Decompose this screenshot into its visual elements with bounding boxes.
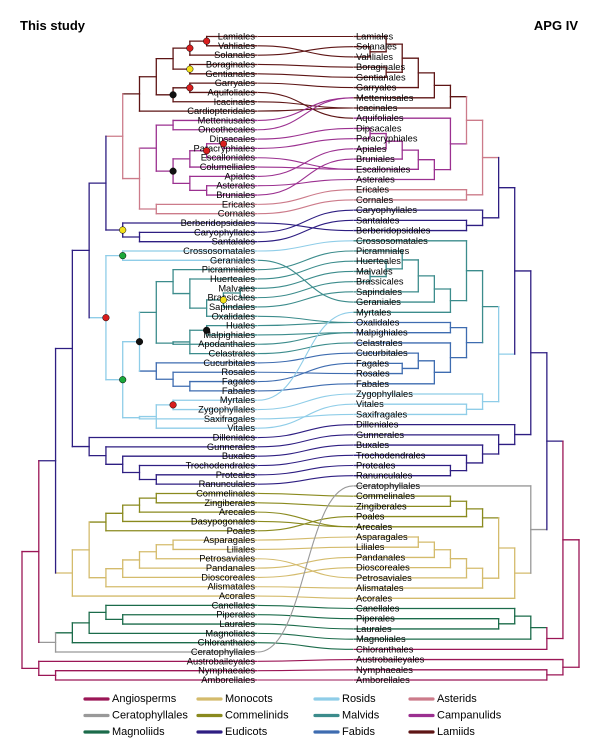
svg-text:Huerteales: Huerteales xyxy=(356,256,401,266)
svg-text:Pandanales: Pandanales xyxy=(356,552,405,562)
svg-text:Chloranthales: Chloranthales xyxy=(356,644,414,654)
svg-text:Fabales: Fabales xyxy=(356,379,389,389)
svg-text:Ceratophyllales: Ceratophyllales xyxy=(112,710,188,722)
svg-text:Zingiberales: Zingiberales xyxy=(356,501,407,511)
svg-text:Rosids: Rosids xyxy=(342,693,376,705)
svg-text:Rosales: Rosales xyxy=(356,369,390,379)
svg-text:Acorales: Acorales xyxy=(356,593,393,603)
svg-text:Lamiales: Lamiales xyxy=(356,31,394,41)
svg-text:Santalales: Santalales xyxy=(356,215,400,225)
svg-text:Asterales: Asterales xyxy=(356,174,395,184)
svg-text:Malpighiales: Malpighiales xyxy=(356,328,408,338)
svg-text:Asterids: Asterids xyxy=(437,693,477,705)
svg-text:Dioscoreales: Dioscoreales xyxy=(356,563,410,573)
svg-text:Dipsacales: Dipsacales xyxy=(356,123,402,133)
svg-text:Geraniales: Geraniales xyxy=(356,297,401,307)
svg-text:Solanales: Solanales xyxy=(356,42,397,52)
svg-text:Fagales: Fagales xyxy=(356,358,389,368)
svg-text:Monocots: Monocots xyxy=(225,693,273,705)
svg-text:Angiosperms: Angiosperms xyxy=(112,693,177,705)
svg-text:Petrosaviales: Petrosaviales xyxy=(356,573,412,583)
svg-text:Dilleniales: Dilleniales xyxy=(356,420,399,430)
svg-text:Cucurbitales: Cucurbitales xyxy=(356,348,408,358)
svg-text:Magnoliids: Magnoliids xyxy=(112,726,165,738)
svg-text:Austrobaileyales: Austrobaileyales xyxy=(356,655,425,665)
svg-text:Nymphaeales: Nymphaeales xyxy=(356,665,413,675)
svg-text:Paracryphiales: Paracryphiales xyxy=(356,134,418,144)
svg-text:Campanulids: Campanulids xyxy=(437,710,502,722)
svg-text:Ceratophyllales: Ceratophyllales xyxy=(356,481,420,491)
svg-text:Alismatales: Alismatales xyxy=(356,583,404,593)
svg-text:Buxales: Buxales xyxy=(356,440,389,450)
svg-text:Trochodendrales: Trochodendrales xyxy=(356,450,426,460)
svg-text:Escalloniales: Escalloniales xyxy=(356,164,411,174)
svg-text:Ericales: Ericales xyxy=(356,185,389,195)
svg-text:Lamiids: Lamiids xyxy=(437,726,475,738)
svg-text:Gentianales: Gentianales xyxy=(356,72,406,82)
svg-text:Poales: Poales xyxy=(356,512,385,522)
svg-text:Commelinids: Commelinids xyxy=(225,710,289,722)
svg-text:Metteniusales: Metteniusales xyxy=(356,93,414,103)
svg-text:Picramniales: Picramniales xyxy=(356,246,410,256)
svg-text:Garryales: Garryales xyxy=(356,83,397,93)
svg-text:Myrtales: Myrtales xyxy=(356,307,391,317)
svg-text:Icacinales: Icacinales xyxy=(356,103,398,113)
svg-text:This study: This study xyxy=(20,18,86,33)
svg-text:Oxalidales: Oxalidales xyxy=(356,317,400,327)
svg-text:Fabids: Fabids xyxy=(342,726,376,738)
svg-text:Arecales: Arecales xyxy=(356,522,393,532)
svg-text:Ranunculales: Ranunculales xyxy=(356,471,413,481)
svg-text:Canellales: Canellales xyxy=(356,603,400,613)
svg-text:Proteales: Proteales xyxy=(356,460,396,470)
svg-text:Sapindales: Sapindales xyxy=(356,287,402,297)
svg-text:Malvids: Malvids xyxy=(342,710,380,722)
svg-text:Zygophyllales: Zygophyllales xyxy=(356,389,413,399)
svg-text:Piperales: Piperales xyxy=(356,614,395,624)
svg-text:Laurales: Laurales xyxy=(356,624,392,634)
svg-text:Brassicales: Brassicales xyxy=(356,277,404,287)
svg-text:Asparagales: Asparagales xyxy=(356,532,408,542)
svg-text:Liliales: Liliales xyxy=(356,542,385,552)
svg-text:Vahliales: Vahliales xyxy=(356,52,393,62)
svg-text:Apiales: Apiales xyxy=(356,144,387,154)
svg-text:Boraginales: Boraginales xyxy=(356,62,405,72)
svg-text:Bruniales: Bruniales xyxy=(356,154,395,164)
svg-text:Vitales: Vitales xyxy=(356,399,384,409)
svg-text:Amborellales: Amborellales xyxy=(356,675,410,685)
svg-text:Saxifragales: Saxifragales xyxy=(356,409,408,419)
svg-text:Caryophyllales: Caryophyllales xyxy=(356,205,417,215)
svg-text:Magnoliales: Magnoliales xyxy=(356,634,406,644)
svg-text:Commelinales: Commelinales xyxy=(356,491,415,501)
svg-text:Malvales: Malvales xyxy=(356,266,393,276)
svg-text:Berberidopsidales: Berberidopsidales xyxy=(356,226,431,236)
svg-text:Gunnerales: Gunnerales xyxy=(356,430,404,440)
svg-text:Crossosomatales: Crossosomatales xyxy=(356,236,428,246)
svg-text:Cornales: Cornales xyxy=(356,195,394,205)
svg-text:APG IV: APG IV xyxy=(534,18,578,33)
svg-text:Aquifoliales: Aquifoliales xyxy=(356,113,404,123)
svg-text:Eudicots: Eudicots xyxy=(225,726,268,738)
svg-text:Amborellales: Amborellales xyxy=(201,675,255,685)
svg-text:Celastrales: Celastrales xyxy=(356,338,403,348)
